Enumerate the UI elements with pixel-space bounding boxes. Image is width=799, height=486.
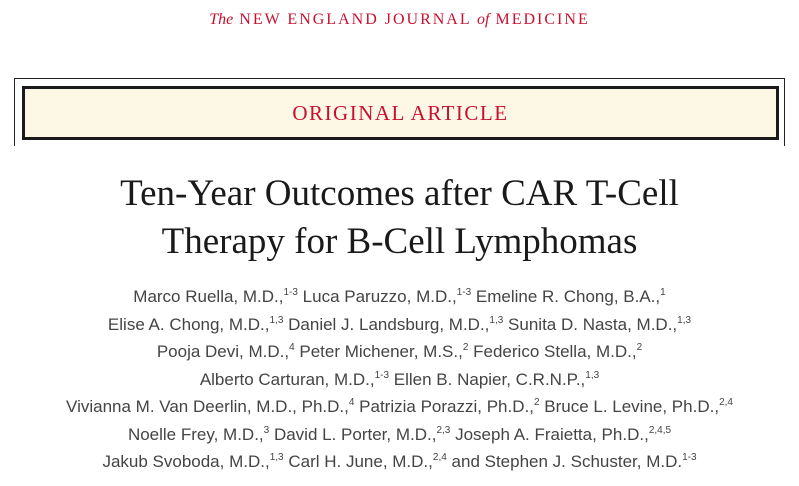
- title-line: Therapy for B-Cell Lymphomas: [161, 221, 638, 262]
- affiliation-ref: 2,4,5: [648, 424, 672, 436]
- author-name: Marco Ruella, M.D.,: [133, 287, 284, 306]
- author-name: Sunita D. Nasta, M.D.,: [508, 314, 678, 334]
- author: Marco Ruella, M.D.,1-3: [133, 287, 298, 306]
- author-line: Vivianna M. Van Deerlin, M.D., Ph.D.,4 P…: [0, 393, 799, 421]
- author-line: Elise A. Chong, M.D.,1,3 Daniel J. Lands…: [0, 311, 799, 339]
- author: Carl H. June, M.D.,2,4: [288, 452, 446, 471]
- author-name: Bruce L. Levine, Ph.D.,: [544, 397, 720, 416]
- author: Elise A. Chong, M.D.,1,3: [108, 315, 283, 334]
- author-name: Patrizia Porazzi, Ph.D.,: [359, 397, 534, 416]
- author: Jakub Svoboda, M.D.,1,3: [102, 452, 283, 471]
- author-name: David L. Porter, M.D.,: [273, 424, 437, 444]
- author-name: Carl H. June, M.D.,: [288, 452, 433, 471]
- affiliation-ref: 1,3: [677, 314, 692, 326]
- author: Bruce L. Levine, Ph.D.,2,4: [544, 397, 733, 416]
- author: Noelle Frey, M.D.,3: [128, 425, 269, 444]
- author-name: Emeline R. Chong, B.A.,: [475, 287, 661, 306]
- author-name: Federico Stella, M.D.,: [473, 342, 637, 361]
- affiliation-ref: 2,4: [432, 452, 447, 463]
- affiliation-ref: 1-3: [456, 287, 472, 298]
- author: Joseph A. Fraietta, Ph.D.,2,4,5: [455, 425, 671, 444]
- affiliation-ref: 1,3: [585, 369, 600, 381]
- affiliation-ref: 1,3: [489, 314, 504, 326]
- author-name: Ellen B. Napier, C.R.N.P.,: [393, 369, 586, 389]
- author-name: Vivianna M. Van Deerlin, M.D., Ph.D.,: [66, 397, 349, 416]
- author-name: Noelle Frey, M.D.,: [127, 424, 264, 444]
- affiliation-ref: 2: [533, 397, 540, 408]
- author-name: Jakub Svoboda, M.D.,: [102, 452, 270, 471]
- author: Patrizia Porazzi, Ph.D.,2: [359, 397, 539, 416]
- author-name: Pooja Devi, M.D.,: [156, 342, 290, 361]
- affiliation-ref: 2: [462, 342, 469, 353]
- affiliation-ref: 1,3: [269, 452, 284, 463]
- title-line: Ten-Year Outcomes after CAR T-Cell: [120, 173, 679, 214]
- author-name: Daniel J. Landsburg, M.D.,: [288, 314, 490, 334]
- journal-prefix: The: [209, 11, 234, 28]
- affiliation-ref: 1,3: [269, 314, 284, 326]
- affiliation-ref: 4: [348, 397, 355, 408]
- author-list: Marco Ruella, M.D.,1-3 Luca Paruzzo, M.D…: [0, 283, 799, 476]
- affiliation-ref: 3: [263, 424, 270, 436]
- author: Pooja Devi, M.D.,4: [157, 342, 295, 361]
- author: and Stephen J. Schuster, M.D.1-3: [452, 452, 697, 471]
- author: Sunita D. Nasta, M.D.,1,3: [508, 315, 691, 334]
- author: Vivianna M. Van Deerlin, M.D., Ph.D.,4: [66, 397, 354, 416]
- author-line: Noelle Frey, M.D.,3 David L. Porter, M.D…: [0, 421, 799, 449]
- author-name: Luca Paruzzo, M.D.,: [302, 287, 457, 306]
- author-name: Alberto Carturan, M.D.,: [199, 369, 375, 389]
- affiliation-ref: 2,3: [436, 424, 451, 436]
- author: Daniel J. Landsburg, M.D.,1,3: [288, 315, 503, 334]
- author-name: Peter Michener, M.S.,: [299, 342, 463, 361]
- author: Peter Michener, M.S.,2: [299, 342, 468, 361]
- journal-name: The NEW ENGLAND JOURNAL of MEDICINE: [0, 11, 799, 29]
- affiliation-ref: 4: [289, 342, 295, 353]
- banner-frame: [14, 78, 785, 146]
- affiliation-ref: 1: [660, 287, 666, 298]
- author: Federico Stella, M.D.,2: [473, 342, 642, 361]
- author-line: Alberto Carturan, M.D.,1-3 Ellen B. Napi…: [0, 366, 799, 394]
- article-type: ORIGINAL ARTICLE: [292, 101, 509, 125]
- author-line: Marco Ruella, M.D.,1-3 Luca Paruzzo, M.D…: [0, 283, 799, 311]
- author-name: Joseph A. Fraietta, Ph.D.,: [455, 424, 649, 444]
- journal-joiner: of: [477, 11, 490, 28]
- article-type-banner: ORIGINAL ARTICLE: [22, 86, 779, 140]
- author: Alberto Carturan, M.D.,1-3: [200, 370, 389, 389]
- author: David L. Porter, M.D.,2,3: [274, 425, 450, 444]
- author: Emeline R. Chong, B.A.,1: [476, 287, 666, 306]
- journal-name-part: MEDICINE: [495, 11, 590, 28]
- journal-name-part: NEW ENGLAND JOURNAL: [239, 11, 472, 28]
- author-line: Jakub Svoboda, M.D.,1,3 Carl H. June, M.…: [0, 448, 799, 476]
- author: Luca Paruzzo, M.D.,1-3: [303, 287, 471, 306]
- affiliation-ref: 1-3: [682, 452, 697, 463]
- author: Ellen B. Napier, C.R.N.P.,1,3: [394, 370, 599, 389]
- affiliation-ref: 2: [636, 342, 643, 353]
- affiliation-ref: 2,4: [719, 397, 733, 408]
- author-name: Elise A. Chong, M.D.,: [107, 314, 270, 334]
- affiliation-ref: 1-3: [374, 369, 390, 381]
- author-name: and Stephen J. Schuster, M.D.: [451, 452, 683, 471]
- article-title: Ten-Year Outcomes after CAR T-Cell Therap…: [0, 170, 799, 266]
- affiliation-ref: 1-3: [283, 287, 298, 298]
- author-line: Pooja Devi, M.D.,4 Peter Michener, M.S.,…: [0, 338, 799, 366]
